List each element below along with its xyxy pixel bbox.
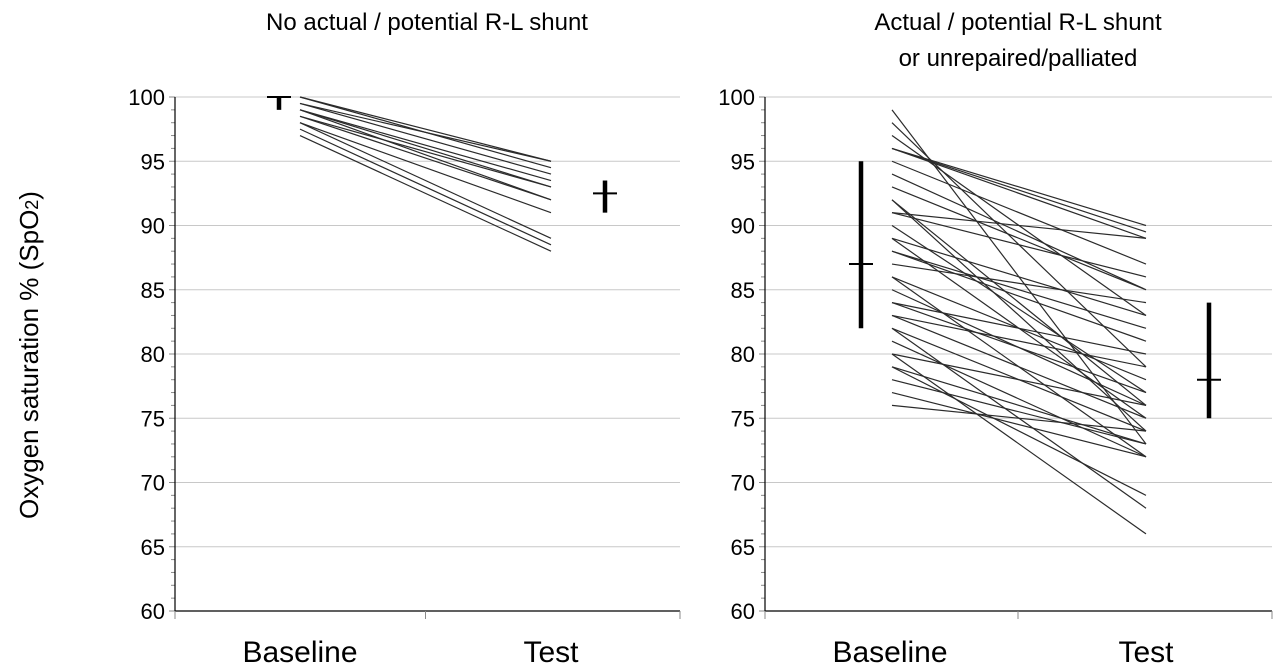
series-line	[299, 122, 552, 214]
panel-title-line: No actual / potential R-L shunt	[266, 9, 588, 36]
series-line	[299, 122, 552, 239]
series-line	[891, 302, 1147, 355]
panel-no-shunt: No actual / potential R-L shunt 60 65 70 75 8…	[128, 9, 681, 667]
series-line	[891, 314, 1147, 368]
series-line	[299, 128, 552, 246]
y-tick-label: 90	[141, 214, 165, 239]
series-line	[891, 186, 1147, 291]
panel-title-line: or unrepaired/palliated	[899, 45, 1138, 72]
y-axis-title: Oxygen saturation % (SpO2)	[14, 191, 44, 519]
series-line	[299, 109, 552, 201]
series-line	[891, 173, 1147, 291]
series-line	[299, 115, 552, 201]
panel-title-line: Actual / potential R-L shunt	[874, 9, 1162, 36]
y-tick-label: 65	[731, 535, 755, 560]
y-tick-label: 75	[141, 406, 165, 431]
series-line	[891, 147, 1147, 233]
series-line	[891, 366, 1147, 496]
series-line	[891, 224, 1147, 394]
series-line	[299, 109, 552, 188]
y-tick-label: 95	[731, 149, 755, 174]
series-line	[891, 250, 1147, 342]
y-tick-label: 90	[731, 214, 755, 239]
series-line	[891, 199, 1147, 432]
panel-shunt: Actual / potential R-L shunt or unrepaire…	[718, 9, 1273, 667]
series-line	[891, 237, 1147, 317]
x-category-label: Baseline	[242, 636, 357, 667]
series-line	[891, 147, 1147, 239]
series-line	[299, 96, 552, 162]
series-line	[891, 199, 1147, 406]
series-line	[891, 404, 1147, 432]
series-line	[891, 160, 1147, 265]
y-tick-label: 60	[141, 599, 165, 624]
y-tick-label: 80	[731, 342, 755, 367]
series-line	[891, 391, 1147, 458]
y-tick-label: 70	[141, 471, 165, 496]
y-tick-label: 70	[731, 471, 755, 496]
series-line	[891, 263, 1147, 304]
x-category-label: Test	[1118, 636, 1174, 667]
series-line	[891, 250, 1147, 329]
series-line	[299, 135, 552, 252]
series-line	[891, 314, 1147, 419]
y-tick-label: 80	[141, 342, 165, 367]
y-tick-label: 65	[141, 535, 165, 560]
series-line	[891, 353, 1147, 535]
series-line	[891, 340, 1147, 458]
series-line	[891, 147, 1147, 227]
series-line	[891, 353, 1147, 406]
y-tick-label: 75	[731, 406, 755, 431]
series-line	[299, 115, 552, 188]
series-line	[891, 302, 1147, 394]
series-line	[891, 366, 1147, 445]
x-category-label: Baseline	[832, 636, 947, 667]
series-line	[891, 379, 1147, 445]
series-line	[299, 102, 552, 175]
y-tick-label: 100	[128, 85, 165, 110]
series-line	[891, 212, 1147, 239]
series-line	[299, 102, 552, 162]
y-tick-label: 85	[141, 278, 165, 303]
x-category-label: Test	[523, 636, 579, 667]
y-tick-label: 60	[731, 599, 755, 624]
series-line	[891, 212, 1147, 278]
y-tick-label: 95	[141, 149, 165, 174]
y-tick-label: 100	[718, 85, 755, 110]
y-tick-label: 85	[731, 278, 755, 303]
series-line	[299, 109, 552, 182]
